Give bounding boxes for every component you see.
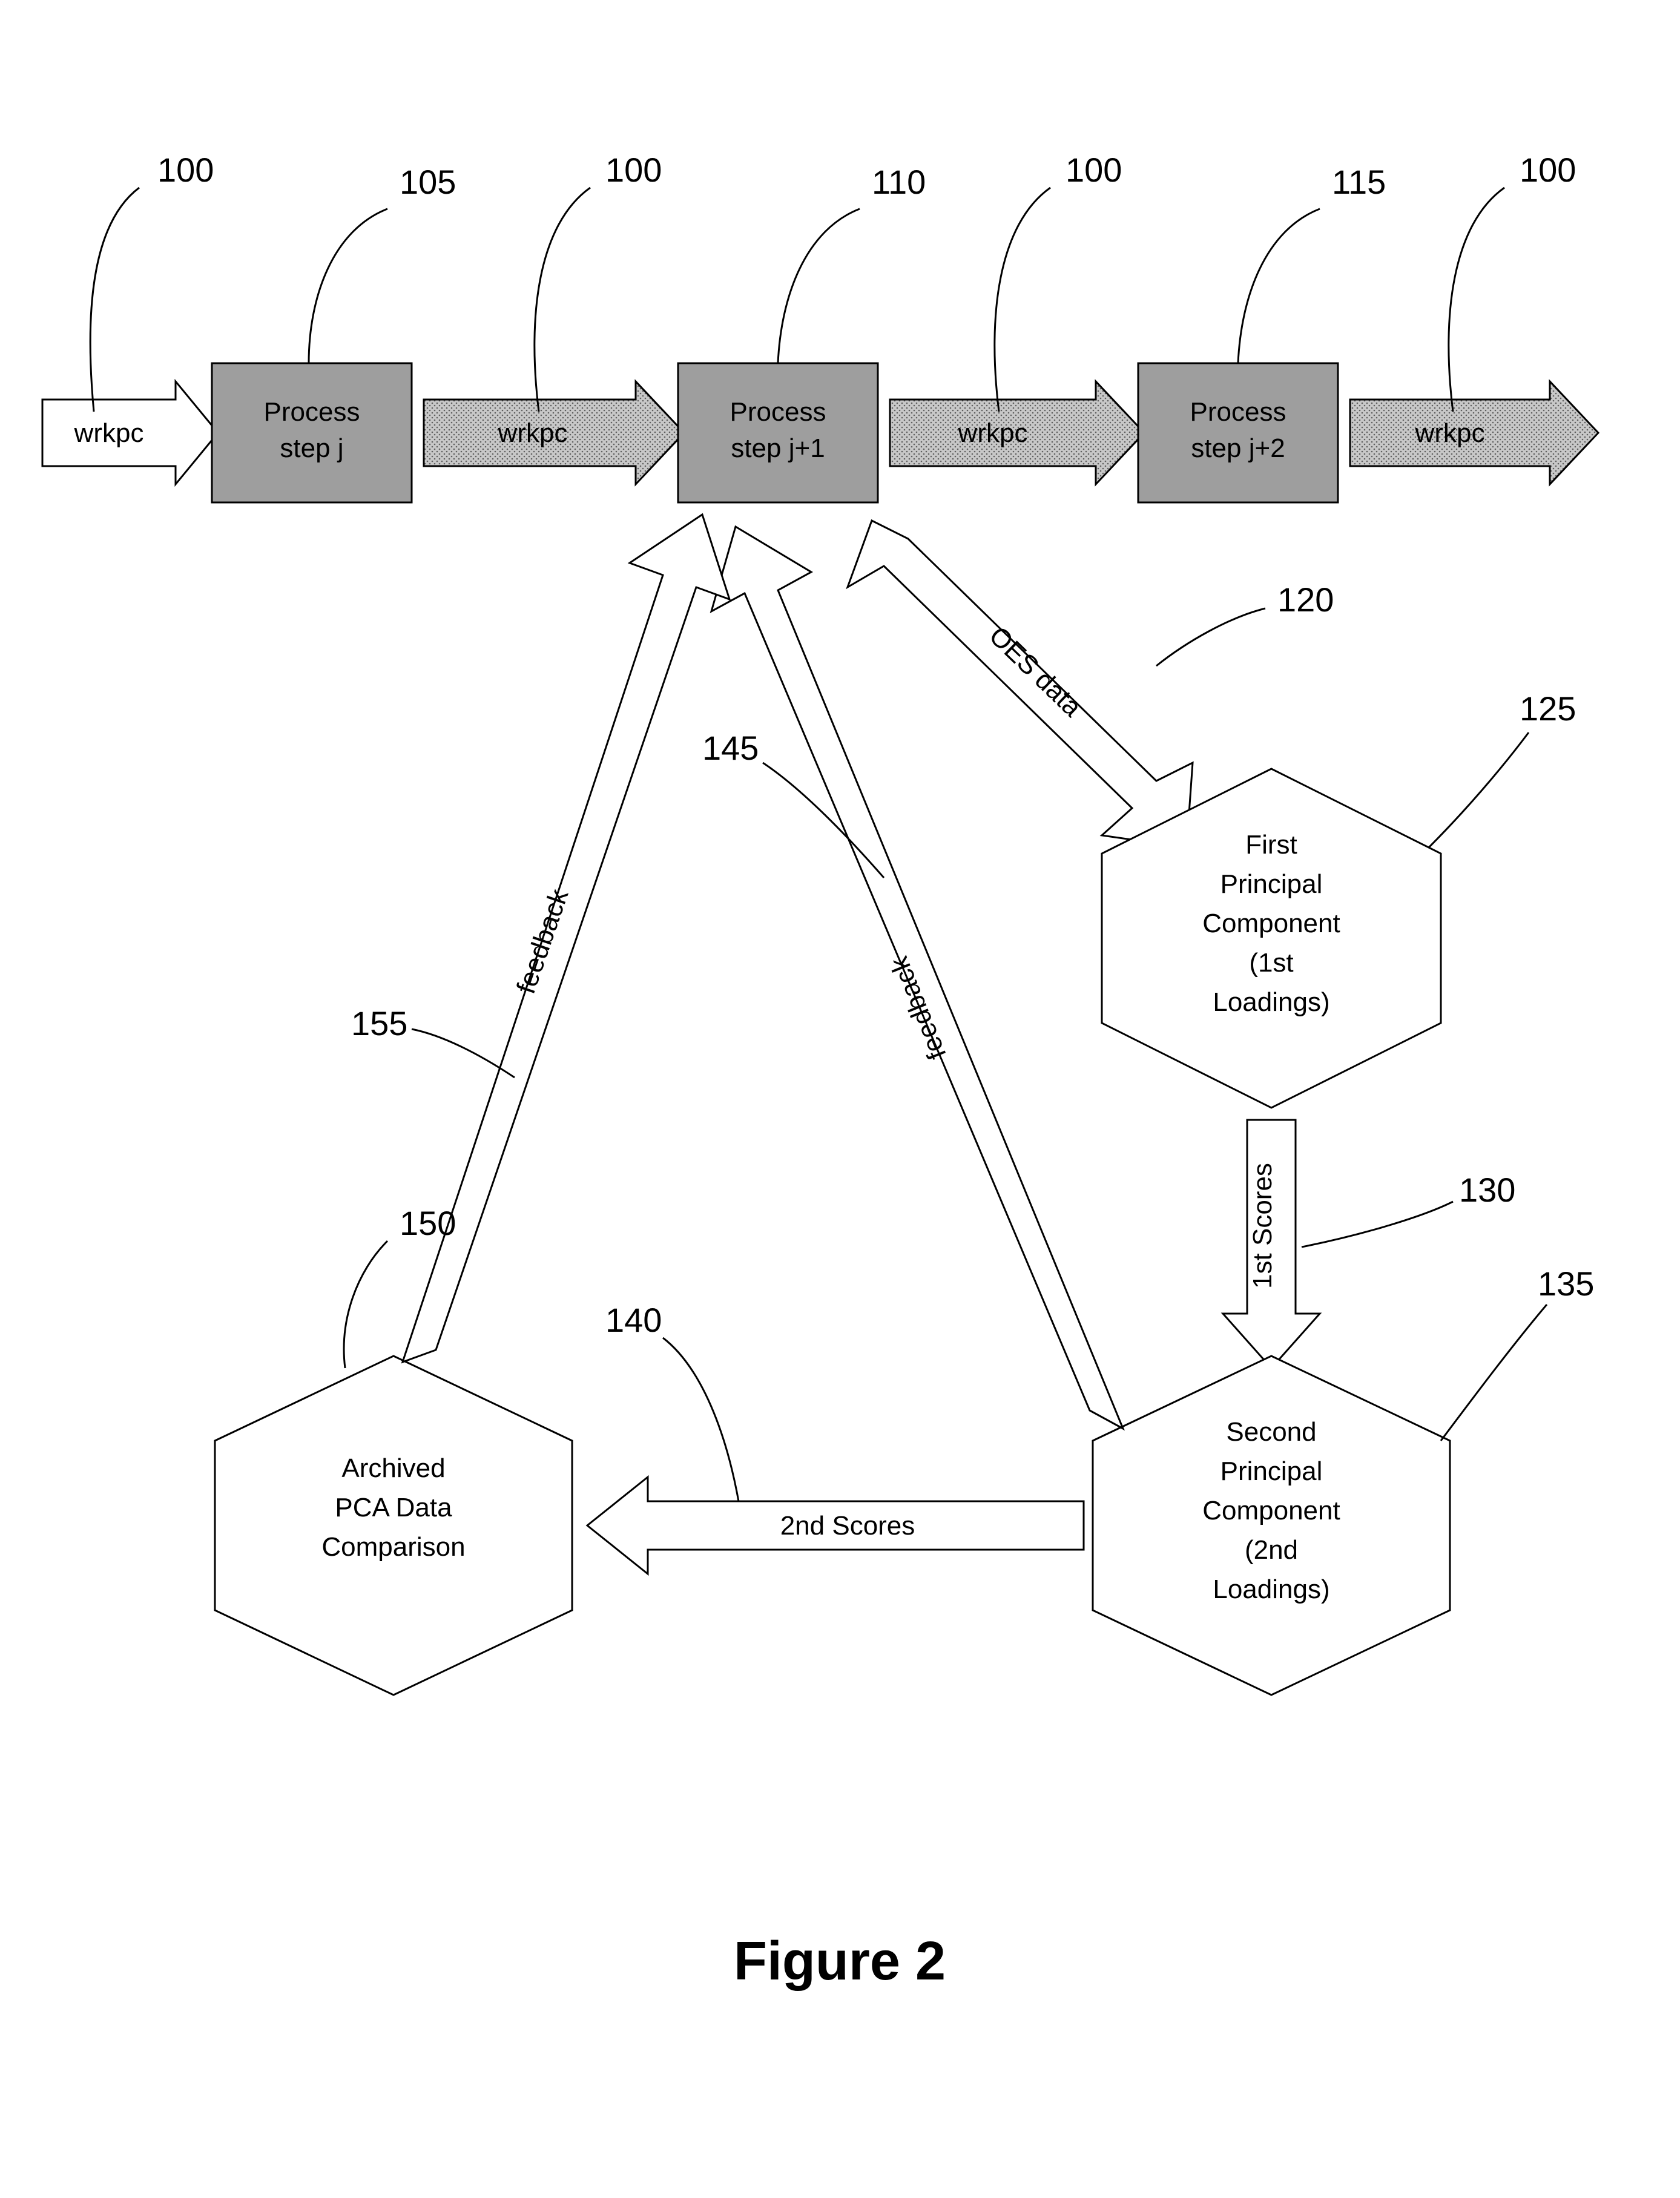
process-label: step j+1 — [731, 433, 825, 463]
callout-120: 120 — [1277, 581, 1334, 619]
hex-line: (2nd — [1245, 1535, 1298, 1565]
wrkpc-label: wrkpc — [498, 418, 568, 448]
archived-pca-node: Archived PCA Data Comparison — [215, 1356, 572, 1695]
callout-125: 125 — [1520, 689, 1576, 728]
callout-145: 145 — [702, 729, 759, 767]
hex-line: Component — [1202, 909, 1340, 938]
process-step-j2: Process step j+2 — [1138, 363, 1338, 502]
process-label: Process — [264, 397, 360, 427]
first-scores-label: 1st Scores — [1248, 1163, 1277, 1289]
callout-100a: 100 — [157, 151, 214, 189]
hex-line: Component — [1202, 1496, 1340, 1525]
oes-data-arrow: OES data — [848, 521, 1193, 847]
second-scores-label: 2nd Scores — [780, 1511, 915, 1541]
wrkpc-label: wrkpc — [1415, 418, 1485, 448]
hex-line: Loadings) — [1213, 987, 1329, 1017]
callout-100c: 100 — [1066, 151, 1122, 189]
process-step-j1: Process step j+1 — [678, 363, 878, 502]
hex-line: Loadings) — [1213, 1574, 1329, 1604]
callout-100b: 100 — [605, 151, 662, 189]
callout-105: 105 — [400, 163, 456, 201]
callout-155: 155 — [351, 1004, 407, 1042]
hex-line: Second — [1226, 1417, 1316, 1447]
callout-135: 135 — [1538, 1265, 1594, 1303]
process-label: Process — [730, 397, 826, 427]
first-scores-arrow: 1st Scores — [1223, 1120, 1320, 1368]
wrkpc-arrow: wrkpc — [1350, 381, 1598, 484]
hex-line: PCA Data — [335, 1493, 452, 1522]
process-label: step j+2 — [1191, 433, 1285, 463]
feedback-arrow-right: feedback — [711, 527, 1123, 1429]
hex-line: (1st — [1249, 948, 1293, 978]
hex-line: Comparison — [321, 1532, 465, 1562]
wrkpc-label: wrkpc — [74, 418, 144, 448]
second-scores-arrow: 2nd Scores — [587, 1477, 1084, 1574]
callout-115: 115 — [1332, 163, 1386, 201]
callout-100d: 100 — [1520, 151, 1576, 189]
callout-150: 150 — [400, 1204, 456, 1242]
wrkpc-arrow: wrkpc — [424, 381, 684, 484]
process-label: step j — [280, 433, 343, 463]
callout-110: 110 — [872, 163, 926, 201]
wrkpc-arrow: wrkpc — [42, 381, 218, 484]
callout-130: 130 — [1459, 1171, 1515, 1209]
process-label: Process — [1190, 397, 1286, 427]
callout-140: 140 — [605, 1301, 662, 1339]
figure-title: Figure 2 — [734, 1931, 946, 1992]
figure-diagram: wrkpc wrkpc wrkpc wrkpc Process step j P… — [0, 0, 1680, 2198]
hex-line: Archived — [341, 1453, 445, 1483]
second-principal-component-node: Second Principal Component (2nd Loadings… — [1093, 1356, 1450, 1695]
hex-line: Principal — [1220, 1456, 1323, 1486]
wrkpc-arrow: wrkpc — [890, 381, 1144, 484]
hex-line: Principal — [1220, 869, 1323, 899]
hex-line: First — [1245, 830, 1297, 860]
process-step-j: Process step j — [212, 363, 412, 502]
wrkpc-label: wrkpc — [958, 418, 1028, 448]
